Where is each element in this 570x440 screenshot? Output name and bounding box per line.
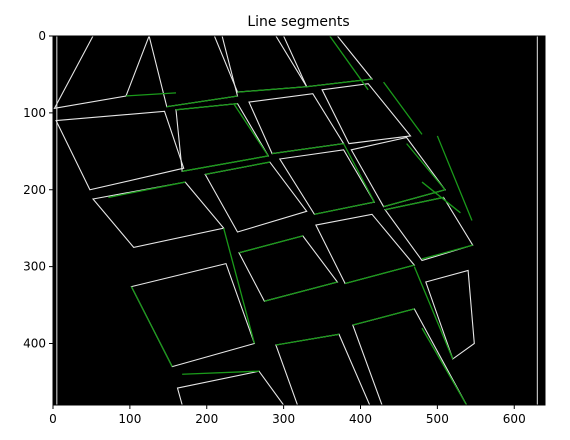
line-segment (205, 161, 270, 176)
x-tick-label: 0 (49, 412, 57, 426)
line-segment (237, 86, 307, 93)
y-tick-label: 100 (23, 106, 46, 120)
y-tick-label: 300 (23, 260, 46, 274)
chart-title: Line segments (247, 14, 349, 30)
line-segment (264, 281, 338, 302)
line-segment (421, 327, 468, 405)
y-tick-label: 400 (23, 337, 46, 351)
line-segment (108, 181, 186, 199)
line-segment (182, 155, 269, 172)
line-segment (182, 370, 260, 375)
tile-outline (350, 136, 447, 208)
line-segment (344, 264, 415, 285)
tile-outline (53, 36, 150, 110)
line-segment (329, 36, 369, 91)
line-segment (238, 235, 304, 254)
x-tick-label: 400 (349, 412, 372, 426)
line-segment (272, 142, 344, 155)
line-segment (275, 333, 340, 346)
y-tick-label: 200 (23, 183, 46, 197)
line-segment (384, 196, 444, 211)
line-segment (413, 266, 454, 360)
line-segment (383, 189, 446, 208)
line-segment (130, 286, 173, 367)
image-background (53, 36, 545, 405)
line-segment (175, 103, 238, 111)
plot-area (52, 35, 546, 406)
detected-line-segments (108, 36, 473, 405)
tile-outline (425, 269, 475, 360)
line-segment (436, 135, 473, 221)
line-segment (383, 81, 423, 135)
line-segment (233, 103, 269, 157)
line-segment (125, 92, 177, 97)
tile-outline (321, 83, 412, 145)
x-tick-label: 300 (272, 412, 295, 426)
line-segment (406, 143, 446, 191)
axes-frame (52, 35, 546, 406)
line-segment (314, 201, 375, 215)
tile-outline (176, 370, 285, 405)
x-tick-label: 500 (426, 412, 449, 426)
line-segment (166, 95, 238, 108)
tile-outline (55, 110, 185, 191)
y-axis: 0 100 200 300 400 (23, 29, 53, 351)
x-tick-label: 100 (118, 412, 141, 426)
y-tick-label: 0 (38, 29, 46, 43)
line-segment (343, 143, 375, 203)
x-tick-label: 600 (503, 412, 526, 426)
x-axis: 0 100 200 300 400 500 600 (49, 405, 526, 426)
line-segment (223, 228, 256, 344)
tile-outline (248, 93, 345, 155)
line-segment (421, 244, 473, 260)
line-segment (352, 308, 415, 326)
x-tick-label: 200 (195, 412, 218, 426)
